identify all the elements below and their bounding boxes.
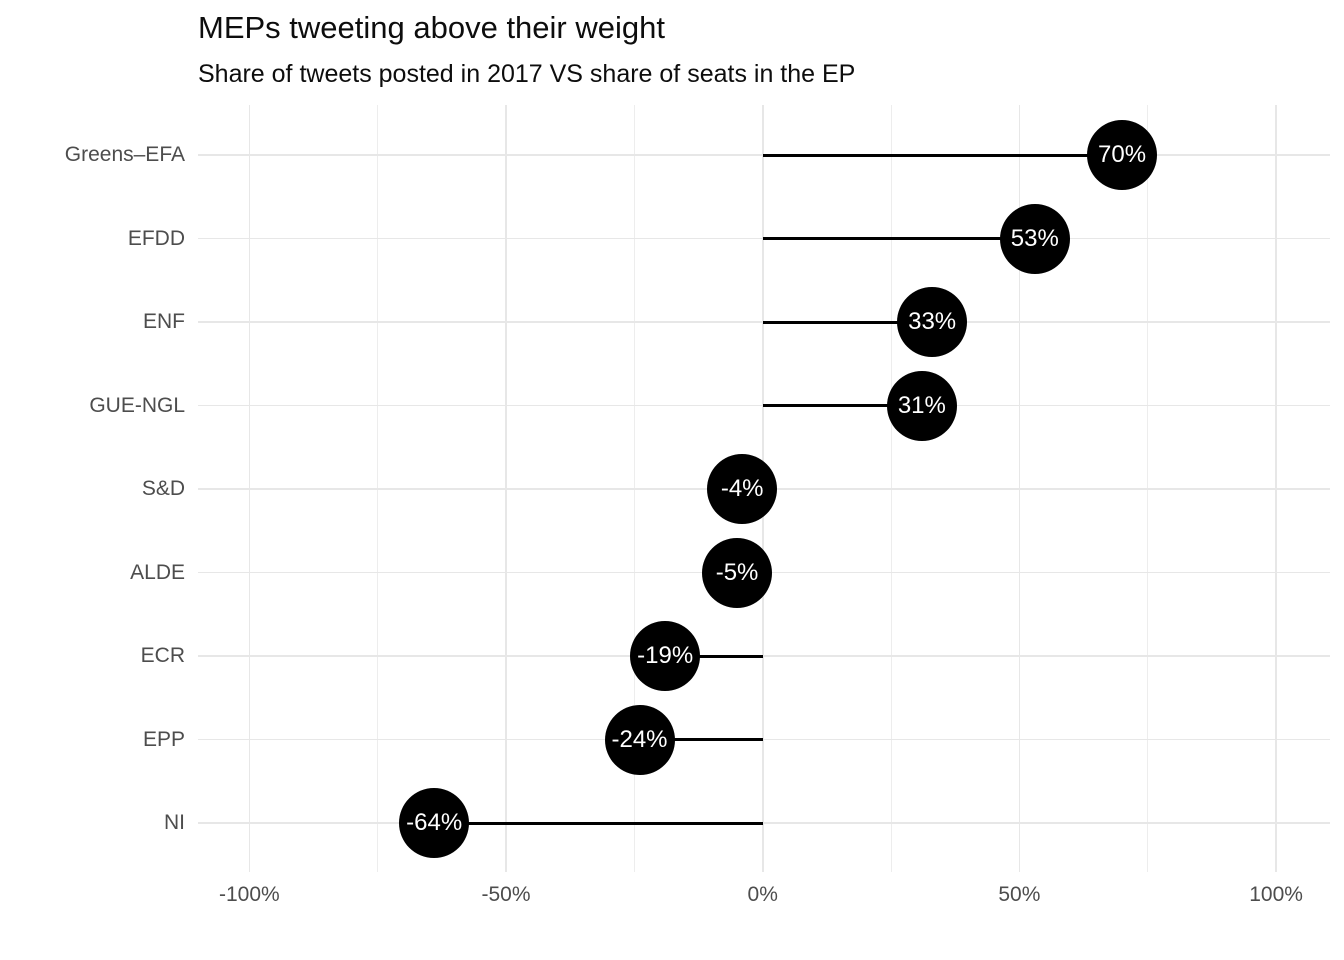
- y-axis-label: ECR: [140, 644, 185, 667]
- y-axis-label: NI: [164, 811, 185, 834]
- y-axis-label: Greens–EFA: [64, 143, 185, 166]
- gridline-horizontal: [198, 738, 1330, 741]
- point-value-label: -64%: [406, 809, 463, 836]
- x-axis-tick-label: -50%: [481, 883, 531, 906]
- lollipop-point: 31%: [886, 370, 957, 441]
- gridline-horizontal: [198, 655, 1330, 657]
- lollipop-point: -4%: [707, 454, 778, 524]
- point-value-label: -24%: [611, 725, 668, 753]
- lollipop-point: 53%: [999, 203, 1070, 274]
- lollipop-stem: [762, 404, 922, 407]
- point-value-label: 70%: [1098, 141, 1147, 168]
- point-value-label: -5%: [715, 558, 759, 586]
- y-axis-label: S&D: [141, 477, 185, 500]
- y-axis-label: EFDD: [127, 226, 185, 250]
- gridline-horizontal: [198, 822, 1330, 824]
- point-value-label: -19%: [637, 642, 694, 669]
- x-axis-tick-label: 100%: [1249, 883, 1303, 906]
- x-axis-tick-label: -100%: [218, 883, 280, 906]
- lollipop-point: 33%: [897, 287, 968, 357]
- lollipop-point: -24%: [604, 704, 675, 775]
- lollipop-stem: [762, 153, 1123, 157]
- lollipop-stem: [434, 821, 763, 825]
- lollipop-point: 70%: [1087, 120, 1158, 190]
- point-value-label: 53%: [1010, 224, 1059, 252]
- lollipop-stem: [762, 237, 1035, 240]
- lollipop-stem: [639, 738, 763, 741]
- x-axis-tick-label: 50%: [998, 883, 1041, 906]
- lollipop-point: -19%: [630, 621, 701, 691]
- lollipop-stem: [762, 320, 933, 324]
- lollipop-stem: [665, 654, 763, 658]
- y-axis-label: EPP: [142, 727, 185, 751]
- y-axis-label: ALDE: [130, 560, 185, 584]
- point-value-label: 33%: [908, 308, 957, 335]
- lollipop-point: -5%: [702, 537, 773, 608]
- lollipop-point: -64%: [399, 788, 470, 858]
- chart-title: MEPs tweeting above their weight: [198, 10, 665, 45]
- plot-panel: 70% 53% 33% 31% -4% -5% -19% -24% -64%: [198, 105, 1330, 872]
- y-axis-label: ENF: [143, 310, 185, 333]
- chart-subtitle: Share of tweets posted in 2017 VS share …: [198, 60, 856, 88]
- x-axis-tick-label: 0%: [747, 883, 778, 906]
- y-axis-label: GUE-NGL: [89, 393, 185, 417]
- point-value-label: 31%: [897, 391, 946, 419]
- point-value-label: -4%: [720, 475, 764, 502]
